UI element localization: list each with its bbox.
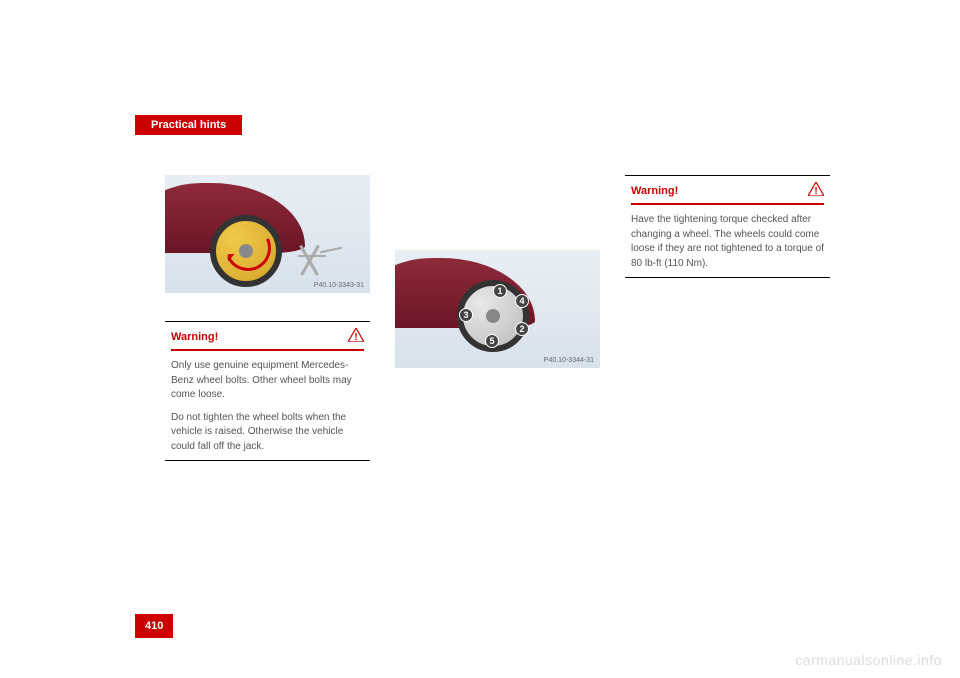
column-3: Warning! ! Have the tightening torque ch…	[625, 175, 830, 278]
section-header: Practical hints	[135, 115, 242, 135]
bolt-number-5: 5	[485, 334, 499, 348]
column-1: P40.10-3343-31 Warning! ! Only use genui…	[165, 175, 370, 461]
warning-label: Warning!	[631, 185, 678, 197]
section-title: Practical hints	[151, 119, 226, 131]
warning-label: Warning!	[171, 331, 218, 343]
page-number: 410	[135, 614, 173, 638]
warning-text-2: Do not tighten the wheel bolts when the …	[171, 411, 364, 455]
warning-header: Warning! !	[631, 182, 824, 205]
jack-icon	[300, 241, 342, 275]
svg-text:!: !	[354, 332, 357, 342]
figure-wheel-install: P40.10-3343-31	[165, 175, 370, 293]
page-number-value: 410	[145, 620, 163, 632]
figure-bolt-sequence: 1 4 3 2 5 P40.10-3344-31	[395, 250, 600, 368]
warning-header: Warning! !	[171, 328, 364, 351]
warning-triangle-icon: !	[348, 328, 364, 345]
column-2: 1 4 3 2 5 P40.10-3344-31	[395, 250, 600, 382]
warning-text-1: Have the tightening torque checked after…	[631, 213, 824, 271]
figure-reference: P40.10-3343-31	[314, 282, 364, 289]
watermark: carmanualsonline.info	[795, 652, 942, 668]
figure-reference: P40.10-3344-31	[544, 357, 594, 364]
warning-text-1: Only use genuine equipment Mercedes-Benz…	[171, 359, 364, 403]
wheel-with-bolts: 1 4 3 2 5	[457, 280, 529, 352]
warning-box-torque: Warning! ! Have the tightening torque ch…	[625, 175, 830, 278]
warning-box-bolts: Warning! ! Only use genuine equipment Me…	[165, 321, 370, 461]
bolt-number-3: 3	[459, 308, 473, 322]
warning-body: Have the tightening torque checked after…	[631, 213, 824, 271]
warning-triangle-icon: !	[808, 182, 824, 199]
bolt-number-2: 2	[515, 322, 529, 336]
bolt-number-1: 1	[493, 284, 507, 298]
svg-text:!: !	[814, 186, 817, 196]
wheel-hub	[486, 309, 500, 323]
bolt-number-4: 4	[515, 294, 529, 308]
page-container: Practical hints P40.10-3343-31 Warning! …	[0, 0, 960, 678]
warning-body: Only use genuine equipment Mercedes-Benz…	[171, 359, 364, 454]
